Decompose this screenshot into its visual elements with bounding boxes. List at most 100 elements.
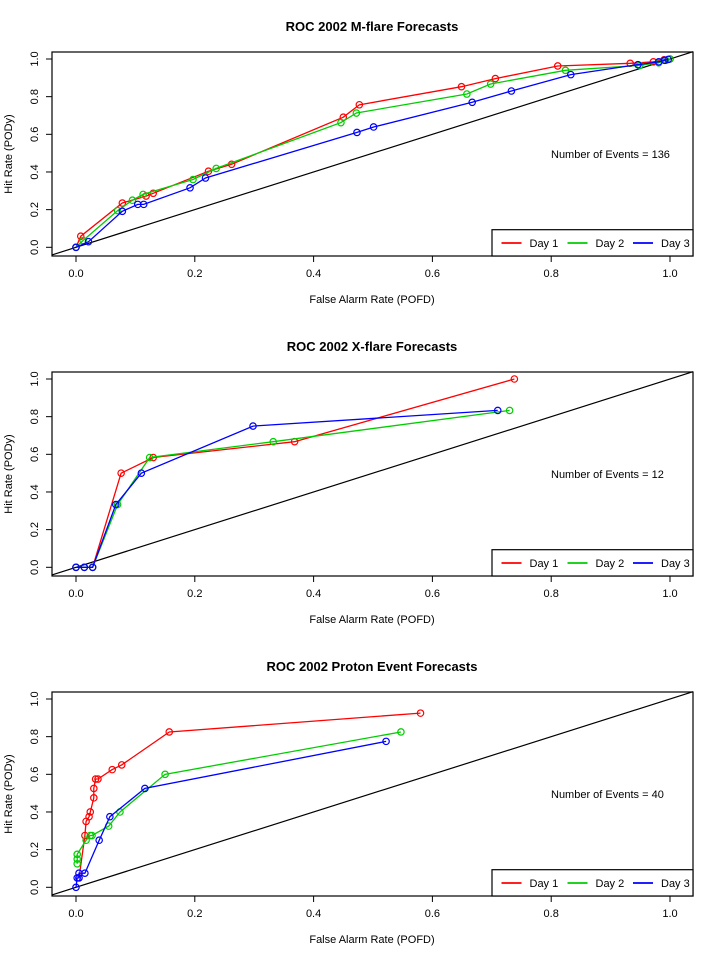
chart-title: ROC 2002 M-flare Forecasts [286,19,459,34]
y-tick-label: 0.8 [29,409,41,424]
y-axis-label: Hit Rate (PODy) [3,114,15,193]
legend-label: Day 2 [596,558,625,570]
y-tick-label: 1.0 [29,691,41,706]
data-point [139,200,148,209]
x-tick-label: 1.0 [662,588,677,600]
legend-label: Day 3 [661,558,690,570]
data-point [145,453,154,462]
data-point [72,563,80,572]
y-tick-label: 0.0 [29,240,41,255]
x-tick-label: 0.4 [306,588,321,600]
legend-label: Day 2 [596,878,625,890]
y-tick-label: 0.8 [29,89,41,104]
data-point [353,128,361,137]
legend-label: Day 1 [530,238,559,250]
data-point [553,62,562,70]
data-point [463,90,471,98]
data-point [72,883,80,892]
data-point [486,80,495,88]
data-point [149,189,158,198]
data-point [90,794,98,802]
data-point [567,70,575,79]
data-point [664,55,673,64]
data-point [117,469,125,477]
roc-panel-1: ROC 2002 M-flare Forecasts 0.0 0.2 0.4 0.6 0.… [3,19,694,306]
data-point [91,775,100,783]
events-count-annotation: Number of Events = 12 [551,469,664,481]
y-tick-label: 0.4 [29,164,41,179]
data-point [80,563,89,572]
x-tick-label: 0.6 [425,588,440,600]
data-point [355,100,364,109]
data-point [189,175,197,184]
data-point [118,207,127,216]
data-point [507,87,516,95]
legend-label: Day 1 [530,878,559,890]
x-axis-label: False Alarm Rate (POFD) [309,934,434,946]
data-point [88,831,96,840]
data-point [113,206,122,215]
data-point [337,118,345,127]
x-tick-label: 0.4 [306,908,321,920]
x-tick-label: 0.2 [187,588,202,600]
chart-title: ROC 2002 Proton Event Forecasts [267,659,478,674]
data-point [94,775,102,783]
data-point [76,232,85,240]
data-point [86,808,95,816]
series-line [75,740,387,888]
y-tick-label: 0.2 [29,522,41,537]
data-point [82,836,90,845]
x-tick-label: 0.2 [187,268,202,280]
x-tick-label: 0.0 [68,588,83,600]
series-line [76,409,498,568]
y-tick-label: 0.4 [29,804,41,819]
legend: Day 1 Day 2 Day 3 [491,549,694,577]
data-point [416,709,425,717]
y-tick-label: 0.6 [29,127,41,142]
data-point [75,874,83,882]
y-tick-label: 0.6 [29,447,41,462]
data-point [128,196,137,205]
x-tick-label: 1.0 [662,268,677,280]
series-line [76,409,510,568]
x-tick-label: 0.2 [187,908,202,920]
data-point [201,174,210,182]
data-point [73,859,81,868]
events-count-annotation: Number of Events = 136 [551,149,670,161]
data-point [491,74,500,83]
series-line [76,731,402,864]
x-tick-label: 0.8 [544,908,559,920]
legend: Day 1 Day 2 Day 3 [491,869,694,897]
data-point [117,761,126,769]
x-tick-label: 0.0 [68,908,83,920]
data-point [84,237,93,246]
x-tick-label: 0.6 [425,268,440,280]
series-day-3 [72,406,502,572]
x-axis-label: False Alarm Rate (POFD) [309,614,434,626]
data-point [212,164,220,173]
data-point [561,66,570,75]
data-point [81,869,89,877]
chart-title: ROC 2002 X-flare Forecasts [287,339,458,354]
data-point [660,56,669,65]
x-tick-label: 0.6 [425,908,440,920]
series-day-3 [72,55,673,252]
y-tick-label: 0.0 [29,560,41,575]
data-point [73,855,81,863]
data-point [397,728,405,736]
x-tick-label: 1.0 [662,908,677,920]
data-point [118,199,127,207]
data-point [73,850,81,859]
data-point [369,123,378,131]
series-day-3 [72,737,390,892]
data-point [108,765,117,774]
series-line [75,58,671,248]
data-point [352,109,361,117]
legend-label: Day 3 [661,238,690,250]
data-point [186,183,194,192]
y-tick-label: 0.6 [29,767,41,782]
series-line [78,712,421,878]
data-point [493,406,502,415]
data-point [510,375,519,383]
